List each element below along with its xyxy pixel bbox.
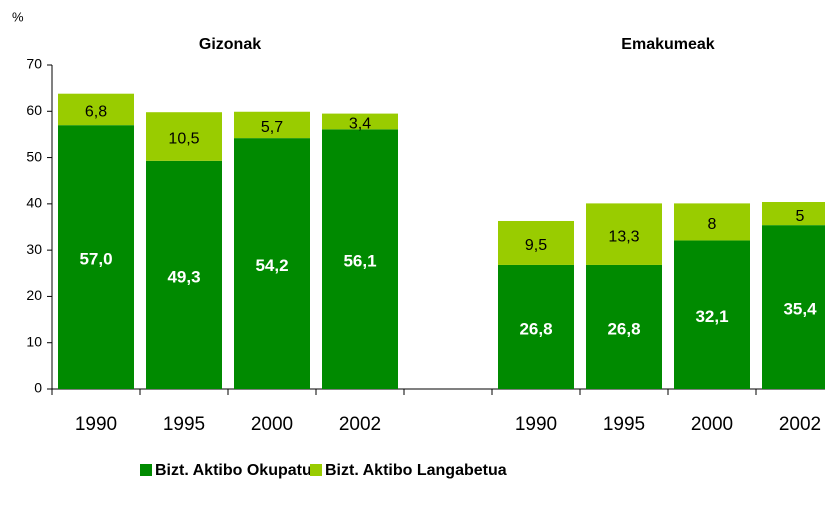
value-label: 54,2: [255, 256, 288, 275]
bar-segment: [234, 138, 310, 389]
legend-swatch: [310, 464, 322, 476]
x-tick-label: 2002: [779, 414, 821, 435]
x-tick-label: 1995: [163, 414, 205, 435]
value-label: 5,7: [261, 119, 283, 136]
bar-segment: [322, 129, 398, 389]
bar-segment: [58, 93, 134, 126]
bar-segment: [762, 225, 825, 389]
bar-segment: [586, 264, 662, 389]
bar-segment: [146, 112, 222, 161]
x-tick-label: 2002: [339, 414, 381, 435]
y-tick-label: 10: [26, 333, 42, 349]
y-tick-label: 60: [26, 102, 42, 118]
group-label: Gizonak: [199, 36, 261, 53]
value-label: 3,4: [349, 116, 371, 133]
y-tick-label: 70: [26, 56, 42, 72]
y-tick-label: 20: [26, 287, 42, 303]
value-label: 26,8: [519, 319, 552, 338]
y-tick-label: 40: [26, 195, 42, 211]
bar-segment: [322, 113, 398, 130]
bar-segment: [146, 160, 222, 389]
bar-segment: [498, 220, 574, 265]
value-label: 35,4: [783, 300, 817, 319]
bar-segment: [674, 240, 750, 389]
y-axis-label: %: [12, 9, 24, 24]
value-label: 56,1: [343, 252, 376, 271]
value-label: 6,8: [85, 104, 107, 121]
value-label: 9,5: [525, 237, 547, 254]
value-label: 10,5: [168, 131, 199, 148]
bar-segment: [762, 202, 825, 226]
y-tick-label: 50: [26, 148, 42, 164]
legend-swatch: [140, 464, 152, 476]
value-label: 26,8: [607, 319, 640, 338]
bar-segment: [586, 203, 662, 265]
x-tick-label: 1990: [515, 414, 557, 435]
value-label: 8: [708, 216, 717, 233]
value-label: 5: [796, 208, 805, 225]
value-label: 32,1: [695, 307, 728, 326]
bar-segment: [234, 111, 310, 139]
value-label: 49,3: [167, 267, 200, 286]
bar-segment: [498, 264, 574, 389]
x-tick-label: 1990: [75, 414, 117, 435]
value-label: 57,0: [79, 250, 112, 269]
group-label: Emakumeak: [621, 36, 714, 53]
x-tick-label: 1995: [603, 414, 645, 435]
x-tick-label: 2000: [691, 414, 733, 435]
y-tick-label: 0: [34, 380, 42, 396]
value-label: 13,3: [608, 228, 639, 245]
bar-segment: [674, 203, 750, 241]
legend-label: Bizt. Aktibo Okupatua: [155, 462, 321, 479]
x-tick-label: 2000: [251, 414, 293, 435]
bar-segment: [58, 125, 134, 390]
y-tick-label: 30: [26, 241, 42, 257]
legend-label: Bizt. Aktibo Langabetua: [325, 462, 507, 479]
